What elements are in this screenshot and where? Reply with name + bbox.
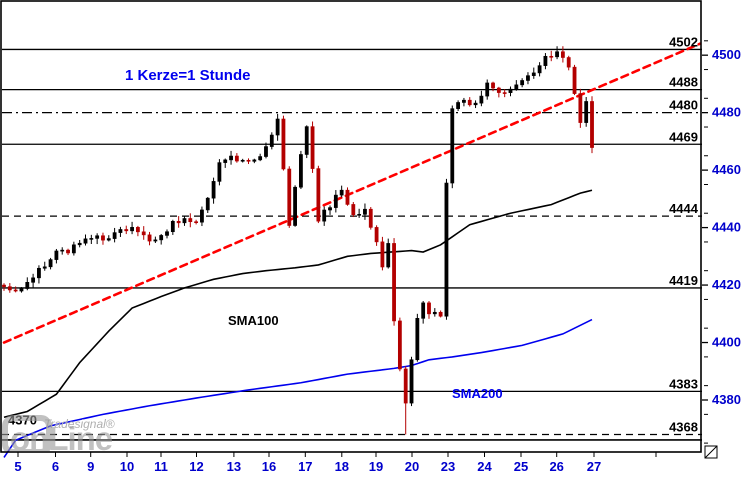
svg-text:4440: 4440	[712, 220, 741, 235]
svg-text:23: 23	[441, 459, 455, 474]
svg-text:4380: 4380	[712, 392, 741, 407]
svg-text:4469: 4469	[669, 129, 698, 144]
svg-text:4368: 4368	[669, 419, 698, 434]
svg-text:20: 20	[405, 459, 419, 474]
svg-text:13: 13	[227, 459, 241, 474]
svg-text:12: 12	[189, 459, 203, 474]
svg-text:4383: 4383	[669, 376, 698, 391]
svg-text:SMA200: SMA200	[452, 386, 503, 401]
svg-text:SMA100: SMA100	[228, 313, 279, 328]
svg-text:5: 5	[14, 459, 21, 474]
svg-text:6: 6	[52, 459, 59, 474]
svg-text:4444: 4444	[669, 201, 699, 216]
svg-text:24: 24	[477, 459, 492, 474]
svg-text:26: 26	[549, 459, 563, 474]
svg-text:4419: 4419	[669, 273, 698, 288]
svg-text:4460: 4460	[712, 162, 741, 177]
svg-text:17: 17	[298, 459, 312, 474]
svg-text:4480: 4480	[712, 105, 741, 120]
svg-text:27: 27	[587, 459, 601, 474]
svg-text:4400: 4400	[712, 335, 741, 350]
svg-text:16: 16	[262, 459, 276, 474]
svg-text:4420: 4420	[712, 277, 741, 292]
svg-text:11: 11	[154, 459, 168, 474]
svg-text:4480: 4480	[669, 98, 698, 113]
svg-text:4500: 4500	[712, 47, 741, 62]
svg-text:4488: 4488	[669, 75, 698, 90]
svg-text:9: 9	[87, 459, 94, 474]
svg-text:25: 25	[514, 459, 528, 474]
svg-text:19: 19	[369, 459, 383, 474]
svg-text:4502: 4502	[669, 34, 698, 49]
svg-text:1 Kerze=1 Stunde: 1 Kerze=1 Stunde	[125, 67, 250, 84]
svg-text:18: 18	[335, 459, 349, 474]
svg-text:10: 10	[120, 459, 134, 474]
